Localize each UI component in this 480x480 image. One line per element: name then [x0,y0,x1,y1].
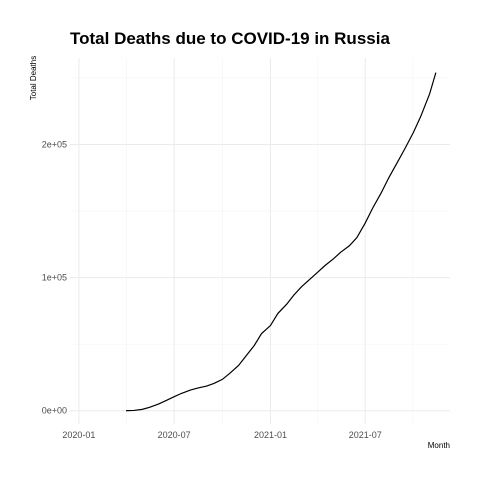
y-axis-title: Total Deaths [29,56,38,100]
x-tick-label: 2021-01 [254,430,287,440]
chart-title: Total Deaths due to COVID-19 in Russia [70,29,390,48]
x-tick-label: 2021-07 [349,430,382,440]
x-tick-label: 2020-01 [62,430,95,440]
tick-labels: 2020-01 2020-07 2021-01 2021-07 0e+00 1e+05 2e… [42,140,382,440]
series-layer [125,72,437,412]
series-line [125,72,437,412]
y-tick-label: 2e+05 [42,140,67,150]
y-tick-label: 0e+00 [42,406,67,416]
x-tick-label: 2020-07 [158,430,191,440]
x-axis-title: Month [428,441,450,450]
grid [70,58,450,424]
y-tick-label: 1e+05 [42,273,67,283]
